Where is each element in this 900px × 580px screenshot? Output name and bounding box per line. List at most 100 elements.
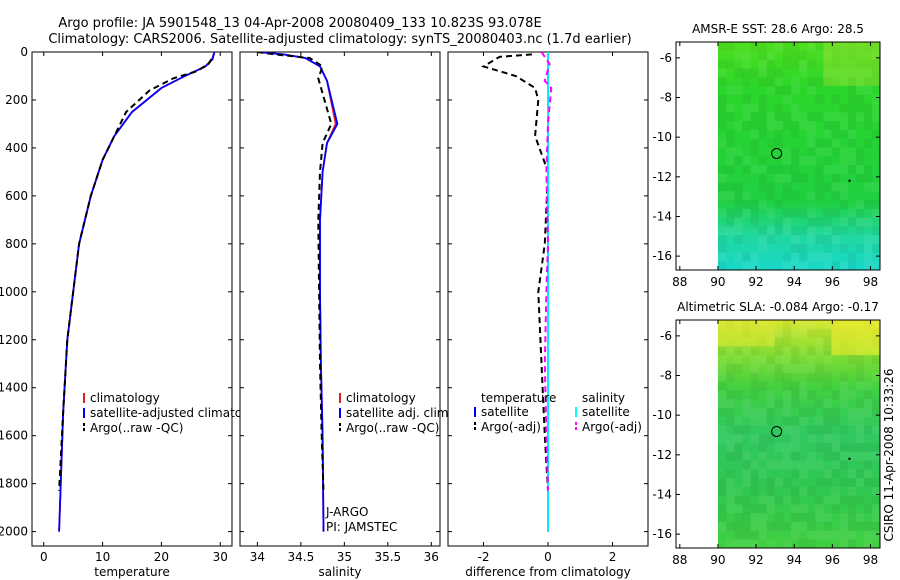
x-tick-label: 36 <box>424 550 439 564</box>
series-line-satellite-adj-clim- <box>257 52 339 532</box>
heatmap-cell <box>717 486 727 496</box>
heatmap-cell <box>839 460 849 470</box>
heatmap-cell <box>790 442 800 453</box>
heatmap-cell <box>823 495 832 505</box>
heatmap-cell <box>798 320 808 330</box>
heatmap-cell <box>790 173 800 183</box>
heatmap-cell <box>871 495 881 505</box>
heatmap-cell <box>758 68 768 78</box>
heatmap-cell <box>782 85 792 96</box>
heatmap-cell <box>726 451 735 461</box>
heatmap-cell <box>766 85 776 96</box>
y-tick-label: 1600 <box>0 429 28 443</box>
heatmap-cell <box>774 112 784 122</box>
heatmap-cell <box>855 156 865 166</box>
heatmap-cell <box>839 451 849 461</box>
heatmap-cell <box>774 512 784 523</box>
heatmap-cell <box>742 164 751 175</box>
heatmap-cell <box>831 42 840 52</box>
heatmap-cell <box>855 477 865 488</box>
heatmap-cell <box>717 434 727 444</box>
heatmap-cell <box>847 120 857 131</box>
heatmap-cell <box>831 182 840 192</box>
series-line-argo-raw-qc- <box>257 52 333 491</box>
heatmap-cell <box>823 217 832 227</box>
heatmap-cell <box>726 434 735 444</box>
heatmap-cell <box>847 477 857 488</box>
heatmap-cell <box>717 182 727 192</box>
heatmap-cell <box>766 407 776 417</box>
heatmap-cell <box>758 234 768 245</box>
heatmap-cell <box>798 261 808 271</box>
heatmap-cell <box>863 138 873 148</box>
heatmap-cell <box>847 451 857 461</box>
heatmap-cell <box>726 372 735 382</box>
heatmap-cell <box>742 261 751 271</box>
heatmap-cell <box>750 164 759 175</box>
heatmap-cell <box>782 390 792 400</box>
heatmap-cell <box>726 442 735 453</box>
heatmap-cell <box>871 208 881 218</box>
annotation-program: J-ARGO <box>325 505 368 519</box>
heatmap-cell <box>863 112 873 122</box>
heatmap-cell <box>823 182 832 192</box>
heatmap-cell <box>782 147 792 157</box>
heatmap-cell <box>815 147 824 157</box>
heatmap-cell <box>863 243 873 253</box>
heatmap-cell <box>750 208 759 218</box>
heatmap-cell <box>750 252 759 262</box>
heatmap-cell <box>734 539 743 549</box>
heatmap-cell <box>855 425 865 435</box>
heatmap-cell <box>758 355 768 365</box>
heatmap-cell <box>863 451 873 461</box>
heatmap-cell <box>742 112 751 122</box>
heatmap-cell <box>790 363 800 374</box>
heatmap-warm-patch <box>717 320 775 347</box>
heatmap-cell <box>823 346 832 356</box>
heatmap-cell <box>766 504 776 514</box>
heatmap-cell <box>839 530 849 540</box>
heatmap-cell <box>798 363 808 374</box>
heatmap-cell <box>871 504 881 514</box>
heatmap-cell <box>807 208 816 218</box>
heatmap-cell <box>798 381 808 391</box>
heatmap-cell <box>807 521 816 531</box>
heatmap-cell <box>855 59 865 69</box>
heatmap-cell <box>815 416 824 426</box>
y-tick-label: -10 <box>652 408 672 422</box>
heatmap-cell <box>742 68 751 78</box>
heatmap-cell <box>774 164 784 175</box>
heatmap-cell <box>831 495 840 505</box>
heatmap-cell <box>742 425 751 435</box>
heatmap-cell <box>855 68 865 78</box>
x-tick-label: 88 <box>672 275 687 289</box>
heatmap-cell <box>823 226 832 236</box>
heatmap-cell <box>823 208 832 218</box>
heatmap-cell <box>831 234 840 245</box>
x-tick-label: 96 <box>825 553 840 567</box>
heatmap-cell <box>847 355 857 365</box>
heatmap-cell <box>766 460 776 470</box>
heatmap-cell <box>726 521 735 531</box>
heatmap-cell <box>717 164 727 175</box>
heatmap-cell <box>766 398 776 409</box>
heatmap-cell <box>823 451 832 461</box>
heatmap-cell <box>734 50 743 61</box>
heatmap-cell <box>717 512 727 523</box>
heatmap-cell <box>823 477 832 488</box>
heatmap-cell <box>774 372 784 382</box>
heatmap-cell <box>717 261 727 271</box>
heatmap-cell <box>831 442 840 453</box>
heatmap-cell <box>823 407 832 417</box>
heatmap-field <box>717 42 880 270</box>
heatmap-cell <box>807 530 816 540</box>
heatmap-cell <box>815 42 824 52</box>
heatmap-cell <box>717 94 727 104</box>
heatmap-cell <box>807 346 816 356</box>
heatmap-cell <box>839 103 849 113</box>
heatmap-cell <box>782 539 792 549</box>
heatmap-cell <box>790 261 800 271</box>
heatmap-cell <box>847 252 857 262</box>
heatmap-cell <box>717 346 727 356</box>
heatmap-cell <box>839 398 849 409</box>
